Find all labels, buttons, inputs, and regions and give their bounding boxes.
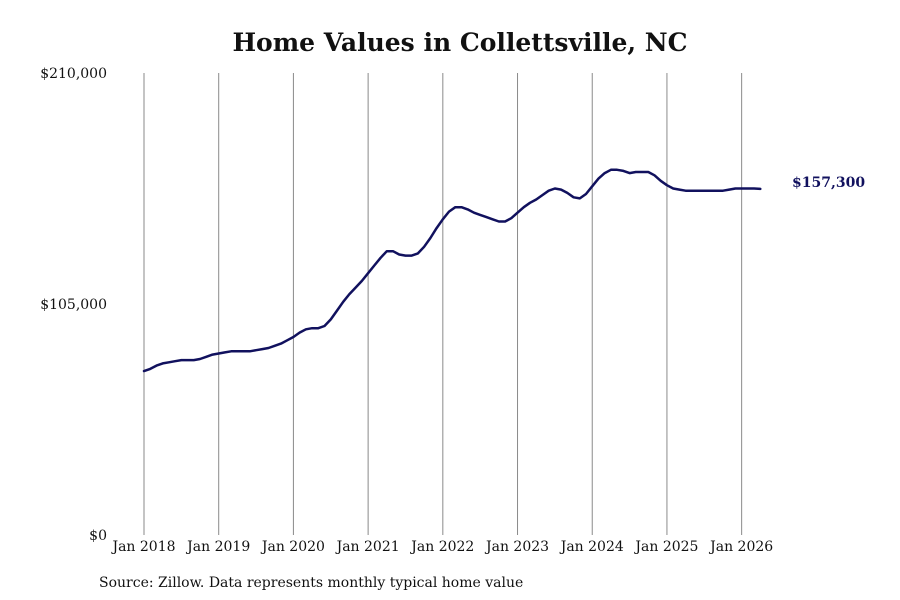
grid [143, 73, 743, 535]
x-tick-label: Jan 2026 [708, 539, 773, 555]
y-axis: $0 $105,000 $210,000 [40, 66, 107, 544]
x-tick-label: Jan 2022 [409, 539, 474, 555]
x-axis: Jan 2018 Jan 2019 Jan 2020 Jan 2021 Jan 2022… [110, 539, 773, 555]
chart-title: Home Values in Collettsville, NC [232, 28, 687, 57]
x-tick-label: Jan 2019 [185, 539, 250, 555]
source-note: Source: Zillow. Data represents monthly … [99, 575, 523, 591]
y-tick-label: $105,000 [40, 297, 107, 313]
x-tick-label: Jan 2025 [633, 539, 698, 555]
y-tick-label: $210,000 [40, 66, 107, 82]
end-value-label: $157,300 [792, 175, 865, 191]
x-tick-label: Jan 2024 [559, 539, 624, 555]
x-tick-label: Jan 2021 [335, 539, 400, 555]
series-line-home-value [142, 168, 762, 373]
x-tick-label: Jan 2020 [260, 539, 325, 555]
x-tick-label: Jan 2023 [484, 539, 549, 555]
y-tick-label: $0 [89, 528, 107, 544]
x-tick-label: Jan 2018 [110, 539, 175, 555]
